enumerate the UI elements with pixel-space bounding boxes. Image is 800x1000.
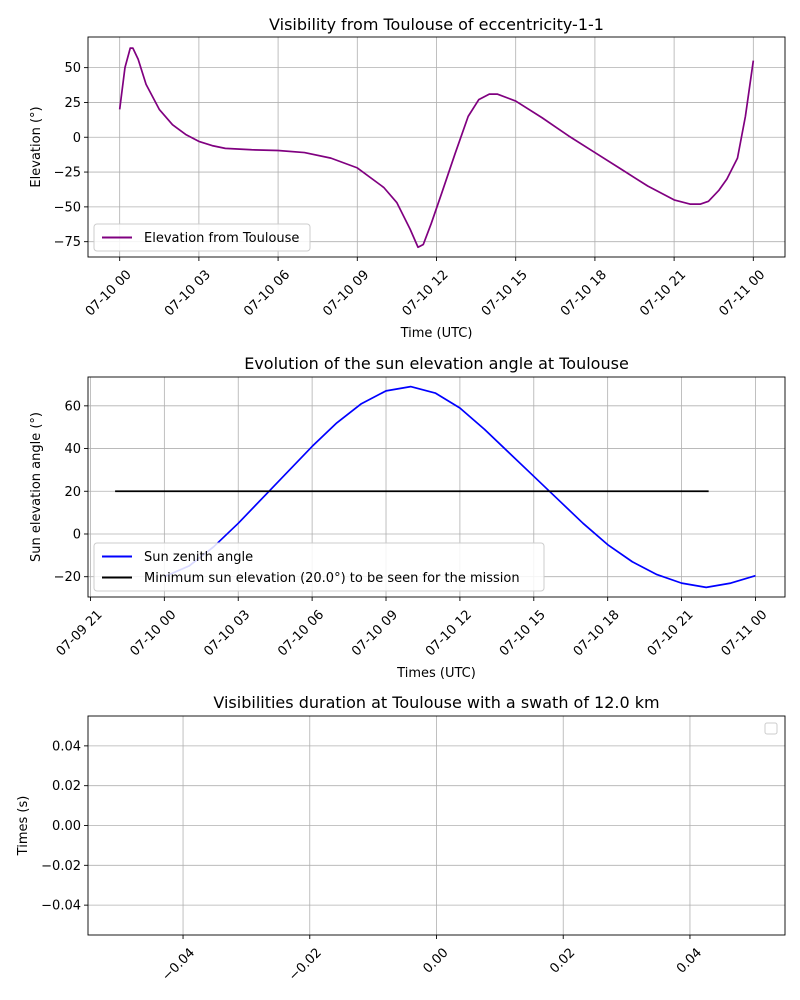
chart-title: Visibilities duration at Toulouse with a… (213, 693, 659, 712)
y-tick-label: −20 (54, 570, 81, 585)
y-tick-label: 0.04 (52, 739, 81, 754)
y-tick-label: 0.00 (52, 819, 81, 834)
x-tick-label: 0.00 (420, 945, 451, 976)
y-axis-label: Elevation (°) (29, 106, 44, 187)
y-tick-label: 60 (64, 399, 81, 414)
y-tick-label: 0 (73, 131, 81, 146)
x-tick-label: 07-10 15 (497, 607, 549, 659)
x-tick-label: −0.02 (286, 945, 325, 984)
y-tick-label: 25 (64, 96, 81, 111)
y-tick-label: −25 (54, 166, 81, 181)
chart-2: 07-09 21 07-10 00 07-10 03 07-10 06 07-10 09… (29, 354, 786, 681)
x-tick-label: 07-10 12 (423, 607, 475, 659)
legend-label: Sun zenith angle (144, 550, 253, 565)
series-line (118, 47, 755, 249)
x-tick-label: 07-10 03 (201, 607, 253, 659)
y-tick-label: −75 (54, 235, 81, 250)
x-tick-label: 07-10 09 (349, 607, 401, 659)
x-tick-label: 07-10 00 (127, 607, 179, 659)
y-tick-label: 0 (73, 527, 81, 542)
y-axis-label: Sun elevation angle (°) (29, 412, 44, 562)
series-line (164, 385, 756, 589)
chart-title: Visibility from Toulouse of eccentricity… (269, 15, 604, 34)
x-tick-label: 07-10 21 (645, 607, 697, 659)
legend-frame (93, 542, 545, 592)
x-tick-label: −0.04 (159, 945, 198, 984)
legend-frame (764, 722, 778, 735)
y-axis-label: Times (s) (16, 796, 31, 857)
legend: Sun zenith angle Minimum sun elevation (2… (93, 542, 545, 592)
x-tick-label: 07-10 06 (275, 607, 327, 659)
x-tick-label: 07-10 18 (571, 607, 623, 659)
legend-label: Minimum sun elevation (20.0°) to be seen… (144, 571, 520, 586)
chart-title: Evolution of the sun elevation angle at … (244, 354, 629, 373)
y-tick-label: −0.04 (41, 899, 81, 914)
y-tick-label: 40 (64, 442, 81, 457)
legend-frame (93, 223, 311, 252)
chart-3: −0.04 −0.02 0.00 0.02 0.04 −0.04 −0.02 0.00 0.02… (16, 693, 786, 984)
y-tick-label: 0.02 (52, 779, 81, 794)
x-tick-label: 07-10 12 (400, 267, 452, 319)
x-tick-label: 07-10 06 (241, 267, 293, 319)
x-tick-label: 07-10 18 (558, 267, 610, 319)
x-tick-label: 0.04 (674, 945, 705, 976)
x-tick-label: 07-10 00 (83, 267, 135, 319)
legend: Elevation from Toulouse (93, 223, 311, 252)
x-tick-label: 07-11 00 (716, 267, 768, 319)
x-tick-label: 07-09 21 (54, 607, 106, 659)
legend-empty (764, 722, 778, 735)
chart-1: 07-10 00 07-10 03 07-10 06 07-10 09 07-10 12… (29, 15, 786, 341)
y-tick-label: −50 (54, 200, 81, 215)
x-tick-label: 07-10 03 (162, 267, 214, 319)
x-tick-label: 07-11 00 (719, 607, 771, 659)
x-axis-label: Times (UTC) (396, 666, 476, 681)
x-tick-label: 07-10 09 (320, 267, 372, 319)
x-tick-label: 07-10 21 (637, 267, 689, 319)
x-tick-label: 07-10 15 (479, 267, 531, 319)
y-tick-label: −0.02 (41, 859, 81, 874)
x-axis-label: Time (UTC) (400, 326, 473, 341)
y-tick-label: 50 (64, 61, 81, 76)
x-tick-label: 0.02 (547, 945, 578, 976)
legend-label: Elevation from Toulouse (144, 231, 299, 246)
axes-frame (87, 376, 786, 598)
y-tick-label: 20 (64, 485, 81, 500)
